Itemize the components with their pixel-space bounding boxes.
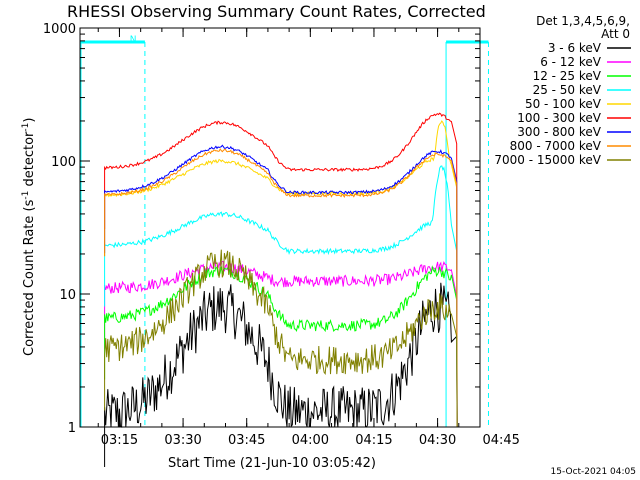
legend-entry-label: 7000 - 15000 keV [494, 153, 601, 167]
x-tick-label: 03:45 [228, 433, 265, 448]
legend-entry-label: 50 - 100 keV [525, 97, 602, 111]
legend-entry-label: 100 - 300 keV [517, 111, 601, 125]
x-axis: 03:15 03:30 03:45 04:00 04:15 04:30 04:45 [97, 28, 520, 448]
x-tick-label: 04:45 [482, 433, 519, 448]
y-axis-label-sup1: -1 [21, 191, 31, 200]
series-line-1 [104, 260, 458, 428]
generated-timestamp: 15-Oct-2021 04:05 [551, 467, 636, 477]
y-axis-label-end: ) [22, 118, 37, 123]
legend-entry-label: 800 - 7000 keV [510, 139, 602, 153]
y-axis-label-main: Corrected Count Rate (s [22, 199, 37, 356]
series-line-4 [104, 120, 458, 428]
legend-entry-label: 3 - 6 keV [548, 41, 602, 55]
x-tick-label: 03:15 [101, 433, 138, 448]
plot-frame [79, 27, 481, 428]
legend-entry-label: 300 - 800 keV [517, 125, 601, 139]
chart-title: RHESSI Observing Summary Count Rates, Co… [67, 2, 486, 21]
x-tick-label: 04:30 [419, 433, 456, 448]
x-tick-label: 03:30 [164, 433, 201, 448]
y-axis: 1 10 100 1000 [43, 22, 480, 436]
legend-entry-label: 6 - 12 keV [540, 55, 602, 69]
legend-header-line1: Det 1,3,4,5,6,9, [536, 14, 630, 28]
plot-content: N [80, 35, 489, 467]
series-line-7 [104, 148, 458, 428]
y-tick-label: 10 [59, 288, 76, 303]
annotation-label: N [130, 35, 137, 45]
y-axis-label-sup2: -1 [21, 123, 31, 132]
series-line-3 [104, 165, 458, 428]
series-line-6 [104, 144, 458, 428]
series-line-8 [104, 249, 458, 428]
y-tick-label: 1 [68, 421, 76, 436]
legend-header-line2: Att 0 [601, 27, 630, 41]
y-axis-label-mid: detector [22, 131, 37, 191]
y-axis-label: Corrected Count Rate (s-1 detector-1) [21, 118, 37, 356]
y-tick-label: 100 [51, 155, 76, 170]
x-axis-label: Start Time (21-Jun-10 03:05:42) [168, 456, 376, 471]
x-tick-label: 04:15 [355, 433, 392, 448]
legend-entry-label: 25 - 50 keV [533, 83, 602, 97]
y-tick-label: 1000 [43, 22, 76, 37]
series-line-5 [104, 112, 458, 428]
legend-entry-label: 12 - 25 keV [533, 69, 602, 83]
series-line-0 [104, 282, 458, 467]
x-tick-label: 04:00 [292, 433, 329, 448]
series-line-2 [104, 265, 458, 428]
